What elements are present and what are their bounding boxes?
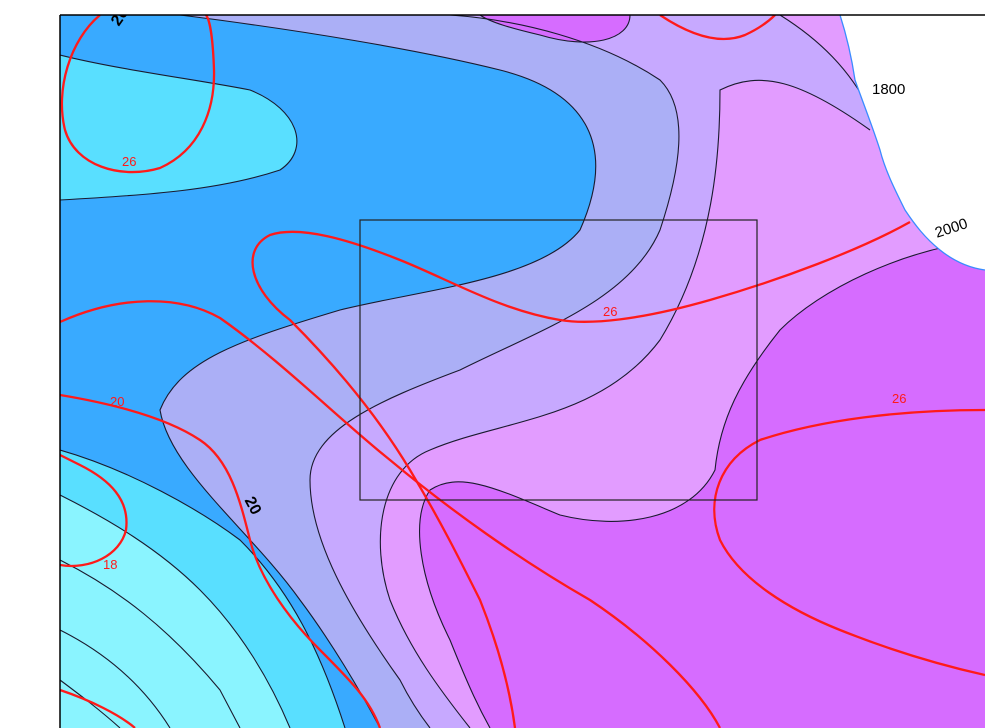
red-contour-label: 26 [603, 304, 617, 319]
red-contour-20 [60, 393, 382, 728]
red-contour-label: 26 [122, 154, 136, 169]
contour-extra-2 [60, 629, 171, 728]
contour-band-3 [159, 15, 597, 728]
red-contour-26-main [60, 300, 722, 728]
contour-band-1 [60, 494, 291, 728]
band-7-north [480, 15, 630, 43]
red-contour-label: 18 [103, 557, 117, 572]
land-mass [840, 15, 985, 270]
contour-band-2-south [60, 449, 346, 728]
red-contour-north [659, 15, 776, 41]
red-contours [60, 15, 985, 728]
contour-extra-1 [60, 559, 241, 728]
red-contour-label: 20 [110, 394, 124, 409]
band-1 [60, 495, 290, 728]
red-contour-26-east [713, 408, 985, 677]
study-area-box [359, 219, 758, 501]
coastline [839, 15, 985, 271]
contour-band-6 [419, 239, 985, 728]
contour-band-4 [309, 15, 680, 728]
black-contours [60, 15, 985, 728]
red-contour-26-center [251, 220, 911, 728]
map-area: 26 20 18 26 26 20 20 1800 2000 [60, 15, 985, 728]
band-2-north [60, 55, 297, 200]
distance-label: 1800 [872, 81, 905, 98]
black-contour-label: 20 [241, 494, 264, 518]
red-contour-18 [60, 453, 128, 568]
red-contour-label: 26 [892, 391, 906, 406]
contour-band-2-north [60, 54, 298, 201]
red-contour-26-nw [60, 15, 216, 174]
red-contour-sw [60, 688, 136, 728]
contour-band-7-north [479, 15, 631, 43]
